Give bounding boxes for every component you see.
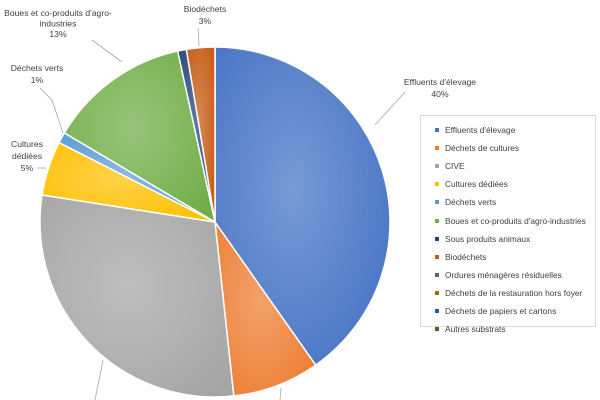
legend-item: Biodéchets — [435, 248, 595, 266]
legend-item: Déchets de cultures — [435, 139, 595, 157]
legend-item: Déchets de papiers et cartons — [435, 302, 595, 320]
data-label-name: Cultures — [11, 139, 43, 149]
legend-item: Sous produits animaux — [435, 230, 595, 248]
legend: Effluents d'élevage Déchets de cultures CI… — [420, 115, 596, 334]
legend-item: Ordures ménagères résiduelles — [435, 266, 595, 284]
legend-item: Cultures dédiées — [435, 175, 595, 193]
legend-swatch — [435, 327, 439, 332]
legend-label: Cultures dédiées — [445, 179, 508, 190]
legend-item: Déchets verts — [435, 193, 595, 211]
data-label-value: 5% — [21, 163, 34, 173]
legend-swatch — [435, 236, 439, 241]
legend-label: Boues et co-produits d'agro-industries — [445, 215, 586, 226]
legend-label: Déchets de papiers et cartons — [445, 305, 557, 316]
legend-swatch — [435, 308, 439, 313]
legend-swatch — [435, 290, 439, 295]
legend-item: Effluents d'élevage — [435, 121, 595, 139]
legend-swatch — [435, 182, 439, 187]
data-label-value: 3% — [199, 16, 212, 26]
legend-item: Autres substrats — [435, 320, 595, 338]
legend-swatch — [435, 272, 439, 277]
legend-item: Déchets de la restauration hors foyer — [435, 284, 595, 302]
leader-line — [94, 359, 104, 400]
data-label-name: Boues et co-produits d'agro- — [4, 8, 112, 18]
legend-swatch — [435, 254, 439, 259]
leader-line — [279, 387, 282, 400]
pie-slice — [63, 50, 217, 224]
legend-swatch — [435, 128, 439, 133]
legend-label: Autres substrats — [445, 324, 506, 335]
legend-label: Effluents d'élevage — [445, 125, 516, 136]
legend-swatch — [435, 146, 439, 151]
pie-slice — [213, 219, 317, 397]
legend-item: Boues et co-produits d'agro-industries — [435, 211, 595, 229]
leader-line — [374, 91, 406, 126]
data-label-name: Biodéchets — [184, 4, 227, 14]
data-label-name: industries — [40, 19, 77, 29]
legend-swatch — [435, 164, 439, 169]
leader-line — [197, 27, 200, 47]
legend-label: Biodéchets — [445, 251, 487, 262]
legend-label: Déchets de cultures — [445, 143, 520, 154]
pie-slice — [39, 194, 235, 398]
data-label-name: dédiées — [12, 151, 42, 161]
legend-label: Ordures ménagères résiduelles — [445, 269, 562, 280]
data-label-value: 1% — [31, 75, 44, 85]
legend-label: CIVE — [445, 161, 465, 172]
legend-item: CIVE — [435, 157, 595, 175]
legend-swatch — [435, 200, 439, 205]
pie-slice — [185, 46, 216, 223]
data-label-value: 13% — [49, 29, 67, 39]
data-label-name: Déchets verts — [11, 63, 64, 73]
data-label-name: Effluents d'élevage — [404, 77, 476, 87]
legend-swatch — [435, 218, 439, 223]
data-label-value: 40% — [431, 89, 449, 99]
legend-label: Déchets verts — [445, 197, 497, 208]
leader-line — [39, 87, 64, 134]
legend-label: Déchets de la restauration hors foyer — [445, 287, 583, 298]
legend-label: Sous produits animaux — [445, 233, 531, 244]
leader-line — [91, 39, 123, 63]
pie-slice — [214, 46, 391, 367]
